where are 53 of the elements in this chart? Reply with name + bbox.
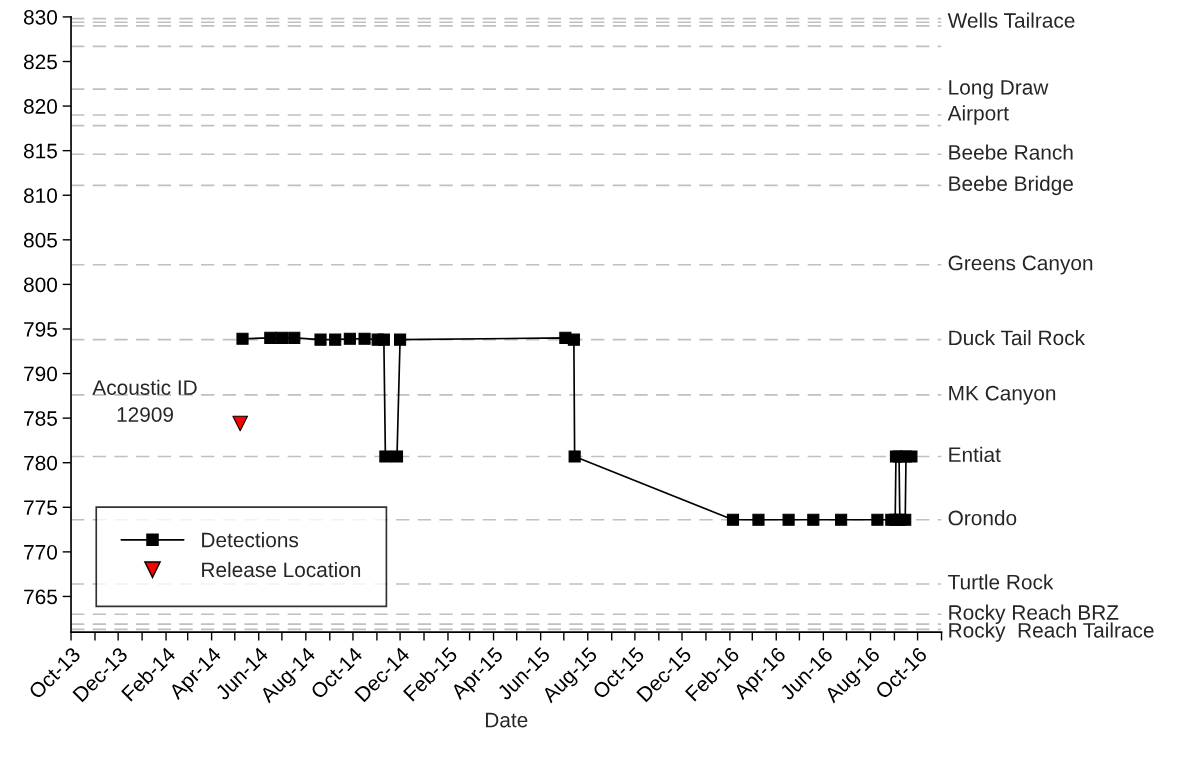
point xyxy=(835,513,848,526)
point xyxy=(726,513,740,526)
point xyxy=(390,450,404,463)
y-tick-label: 765 xyxy=(24,589,57,605)
y-tick-label: 820 xyxy=(23,99,58,114)
point xyxy=(329,333,342,346)
point xyxy=(264,331,277,344)
ref-line-label: Long Draw xyxy=(949,80,1049,99)
point xyxy=(232,415,249,432)
ref-line-label: Wells Tailrace xyxy=(947,12,1075,28)
point xyxy=(236,332,249,345)
ref-line-label: Entiat xyxy=(949,446,1001,463)
y-tick-label: 770 xyxy=(24,544,58,560)
y-tick-label: 815 xyxy=(23,143,57,159)
ref-line-label: Beebe Ranch xyxy=(949,144,1073,160)
y-tick-label: 825 xyxy=(23,54,57,70)
point xyxy=(567,333,580,346)
point xyxy=(905,450,918,463)
point xyxy=(379,450,392,463)
y-tick-label: 805 xyxy=(23,232,57,248)
point xyxy=(377,333,390,346)
point xyxy=(568,450,581,463)
ref-line-label: Rocky Reach Tailrace xyxy=(949,622,1154,642)
point xyxy=(288,331,301,344)
y-tick-label: 790 xyxy=(24,366,58,382)
point xyxy=(899,513,912,526)
point xyxy=(807,513,820,526)
point xyxy=(343,332,356,345)
y-tick-label: 795 xyxy=(24,321,57,337)
ref-line-label: Airport xyxy=(947,105,1009,125)
y-tick-label: 830 xyxy=(23,9,58,25)
y-tick-label: 775 xyxy=(24,500,57,516)
ref-line-label: Greens Canyon xyxy=(948,255,1093,275)
point xyxy=(275,331,288,344)
point xyxy=(314,333,327,346)
y-tick-label: 780 xyxy=(24,455,58,471)
point xyxy=(752,513,765,526)
ref-line-label: Duck Tail Rock xyxy=(949,329,1086,346)
ref-line-label: Orondo xyxy=(948,510,1017,526)
point xyxy=(394,333,407,346)
y-tick-label: 800 xyxy=(23,277,58,293)
ref-line-label: Turtle Rock xyxy=(948,574,1054,590)
y-tick-label: 810 xyxy=(23,188,58,203)
y-tick-label: 785 xyxy=(24,411,57,426)
point xyxy=(782,513,795,526)
annotation: Acoustic ID 12909 xyxy=(92,379,197,422)
point xyxy=(358,332,371,345)
ref-line-label: MK Canyon xyxy=(949,385,1056,405)
point xyxy=(871,513,884,526)
x-axis-title: Date xyxy=(485,712,528,728)
legend-label: Detections xyxy=(202,532,299,548)
ref-line-label: Beebe Bridge xyxy=(949,175,1073,196)
legend-label: Release Location xyxy=(202,561,361,578)
